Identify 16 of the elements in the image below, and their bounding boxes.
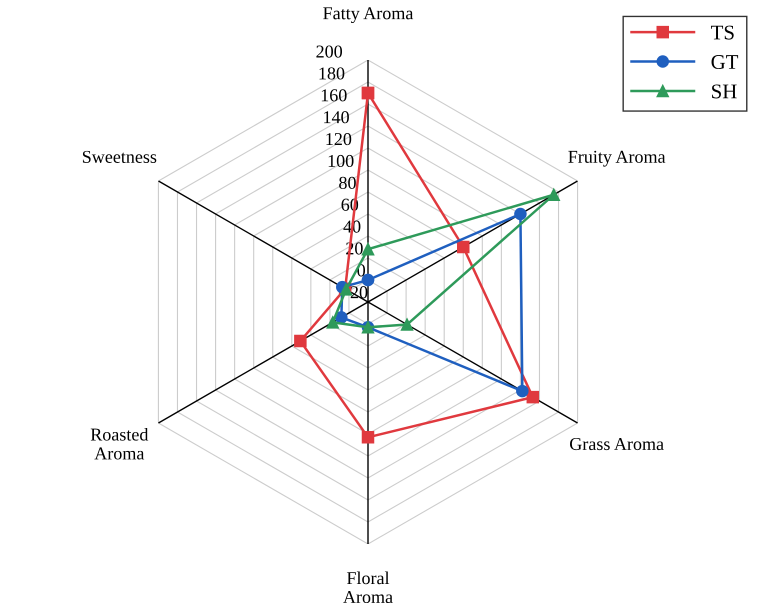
y-tick-label: 160	[322, 89, 347, 102]
spoke-label: Sweetness	[82, 150, 156, 163]
spoke-label: Floral Aroma	[343, 572, 393, 603]
y-tick-label: 180	[320, 67, 344, 80]
spoke-label: Fruity Aroma	[568, 150, 666, 167]
y-tick-label: 120	[326, 132, 352, 146]
y-tick-label: 140	[324, 111, 349, 124]
spoke-label: Grass Aroma	[570, 438, 664, 450]
y-tick-label: 80	[339, 176, 356, 189]
spoke-label: Roasted Aroma	[90, 428, 148, 460]
legend-label: GT	[712, 55, 738, 70]
spoke-label: Fatty Aroma	[323, 7, 414, 24]
legend-label: SH	[712, 84, 737, 98]
legend-label: TS	[711, 26, 734, 40]
y-tick-label: 200	[316, 45, 342, 58]
y-tick-label: 100	[328, 154, 354, 168]
